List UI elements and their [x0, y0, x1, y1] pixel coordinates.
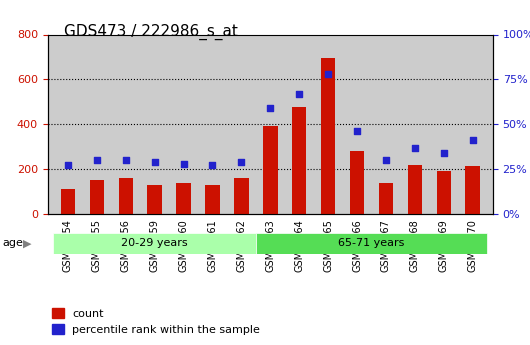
Text: ▶: ▶ [23, 238, 31, 248]
Bar [176, 183, 191, 214]
Bar [263, 126, 278, 214]
Point [151, 159, 159, 165]
Point [324, 71, 332, 77]
Bar [437, 171, 451, 214]
FancyBboxPatch shape [256, 233, 487, 254]
Point [266, 105, 275, 111]
Point [469, 138, 477, 143]
Point [439, 150, 448, 156]
Bar [350, 151, 364, 214]
Point [295, 91, 304, 97]
Legend: count, percentile rank within the sample: count, percentile rank within the sample [48, 304, 264, 339]
Bar [205, 185, 220, 214]
Bar [465, 166, 480, 214]
Point [121, 157, 130, 163]
Text: age: age [3, 238, 23, 248]
Bar [61, 189, 75, 214]
Point [64, 163, 72, 168]
Bar [147, 185, 162, 214]
Point [353, 129, 361, 134]
Bar [90, 180, 104, 214]
Text: GDS473 / 222986_s_at: GDS473 / 222986_s_at [64, 24, 237, 40]
Bar [234, 178, 249, 214]
Bar [379, 183, 393, 214]
Point [382, 157, 390, 163]
Text: 20-29 years: 20-29 years [121, 238, 188, 248]
Bar [119, 178, 133, 214]
Point [411, 145, 419, 150]
Point [237, 159, 245, 165]
Point [208, 163, 217, 168]
FancyBboxPatch shape [54, 233, 256, 254]
Bar [292, 107, 306, 214]
Point [179, 161, 188, 166]
Bar [408, 165, 422, 214]
Point [93, 157, 101, 163]
Bar [321, 59, 335, 214]
Text: 65-71 years: 65-71 years [338, 238, 405, 248]
